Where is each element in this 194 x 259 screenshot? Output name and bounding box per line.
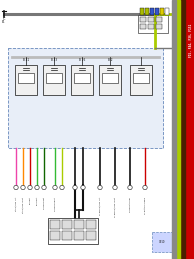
Text: B 26: B 26 xyxy=(79,58,85,62)
Bar xyxy=(15,65,37,95)
Circle shape xyxy=(42,185,46,190)
Circle shape xyxy=(60,185,64,190)
Text: Ground trailer: Ground trailer xyxy=(129,197,131,212)
Bar xyxy=(102,73,118,83)
Text: C: C xyxy=(3,17,5,21)
Text: B 2: B 2 xyxy=(108,58,112,62)
Bar xyxy=(156,24,162,29)
Bar xyxy=(74,220,84,229)
Bar xyxy=(148,24,154,29)
Text: Ground right: Ground right xyxy=(54,197,56,211)
Bar xyxy=(176,0,180,259)
Circle shape xyxy=(128,185,132,190)
Bar xyxy=(133,73,149,83)
Circle shape xyxy=(53,185,57,190)
Bar xyxy=(99,65,121,95)
Bar xyxy=(74,231,84,240)
Bar xyxy=(8,48,163,148)
Text: Ground left: Ground left xyxy=(43,197,45,209)
Bar xyxy=(74,73,90,83)
Bar xyxy=(148,17,154,22)
Circle shape xyxy=(73,185,77,190)
Bar xyxy=(50,231,60,240)
Circle shape xyxy=(21,185,25,190)
Bar xyxy=(150,8,154,15)
Text: B 41: B 41 xyxy=(23,58,29,62)
Bar xyxy=(48,218,98,244)
Text: B 43: B 43 xyxy=(51,58,57,62)
Bar xyxy=(160,8,164,15)
Bar xyxy=(86,220,96,229)
Circle shape xyxy=(81,185,85,190)
Bar xyxy=(18,73,34,83)
Bar xyxy=(46,73,62,83)
Circle shape xyxy=(113,185,117,190)
Bar xyxy=(62,231,72,240)
Bar xyxy=(145,8,149,15)
Text: Tail right: Tail right xyxy=(36,197,38,206)
Text: Gl brake/turn right: Gl brake/turn right xyxy=(114,197,116,217)
Text: C910: C910 xyxy=(159,240,165,244)
Bar xyxy=(71,65,93,95)
Text: Stop/turn left: Stop/turn left xyxy=(15,197,17,211)
Circle shape xyxy=(98,185,102,190)
Bar xyxy=(140,8,144,15)
Text: C1: C1 xyxy=(140,9,144,13)
Text: Gl brake/turn left: Gl brake/turn left xyxy=(99,197,101,215)
Bar xyxy=(185,0,194,259)
Bar xyxy=(156,17,162,22)
Text: Stop/turn right: Stop/turn right xyxy=(22,197,24,213)
Text: F15, F44, F36, F151: F15, F44, F36, F151 xyxy=(189,23,193,57)
Bar xyxy=(130,65,152,95)
Text: Tail left: Tail left xyxy=(29,197,31,205)
Bar xyxy=(86,231,96,240)
Bar xyxy=(138,15,168,33)
Bar xyxy=(152,232,172,252)
Bar xyxy=(43,65,65,95)
Bar xyxy=(155,8,159,15)
Bar xyxy=(165,8,169,15)
Text: Gl battery cable: Gl battery cable xyxy=(144,197,146,214)
Circle shape xyxy=(35,185,39,190)
Bar xyxy=(140,17,146,22)
Bar xyxy=(50,220,60,229)
Bar xyxy=(140,24,146,29)
Bar xyxy=(62,220,72,229)
Circle shape xyxy=(143,185,147,190)
Bar xyxy=(172,0,176,259)
Circle shape xyxy=(28,185,32,190)
Text: B1: B1 xyxy=(2,20,6,24)
Circle shape xyxy=(14,185,18,190)
Bar xyxy=(180,0,185,259)
